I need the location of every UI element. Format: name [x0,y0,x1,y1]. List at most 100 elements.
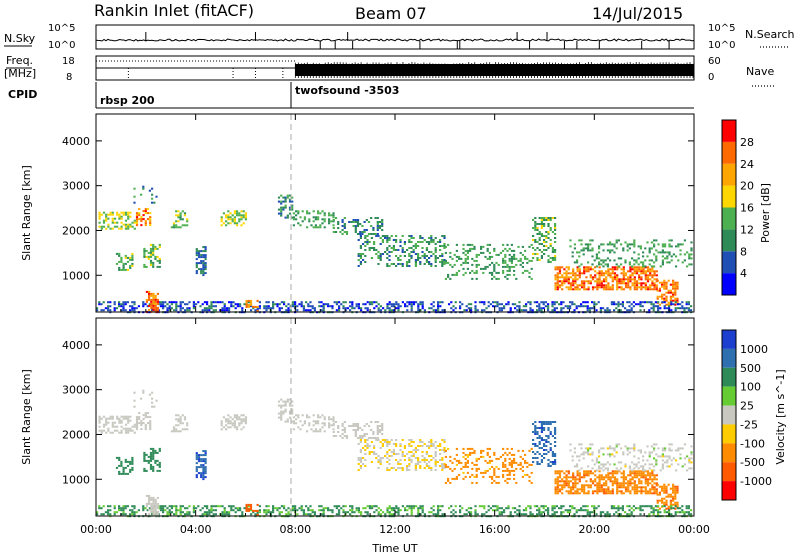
velocity-cell [200,464,203,467]
power-cell [127,227,130,230]
power-cell [444,245,447,248]
power-cell [451,273,454,276]
power-cell [200,272,203,275]
velocity-cell [509,511,512,514]
velocity-cell [295,422,298,425]
power-cell [551,259,554,261]
power-cell [152,245,155,248]
power-cell [195,254,198,257]
velocity-cell [111,421,114,424]
power-cell [421,305,424,308]
power-cell [152,298,155,301]
velocity-cell [602,447,605,450]
power-cell [140,216,143,219]
velocity-cell [118,470,121,473]
velocity-cell [131,462,134,465]
power-cell [462,267,465,270]
power-cell [140,220,143,223]
power-cell [361,233,364,235]
velocity-cell [356,437,360,439]
velocity-cell [311,509,314,512]
power-cell [300,301,303,304]
velocity-cell [229,422,232,425]
power-cell [506,243,509,246]
power-cell [650,265,653,268]
velocity-cell [288,402,292,405]
velocity-cell [377,467,380,469]
velocity-cell [478,505,481,508]
power-cell [166,309,169,312]
velocity-cell [239,507,242,510]
velocity-cell [122,507,125,510]
power-cell [441,255,444,257]
power-cell [223,305,226,308]
power-cell [515,277,518,280]
velocity-cell [596,476,599,479]
power-cell [562,301,565,304]
velocity-cell [412,453,415,455]
power-cell [146,212,150,215]
velocity-cell [573,507,576,510]
power-cell [280,212,283,215]
power-cell [639,245,642,248]
velocity-cell [195,507,198,510]
power-cell [102,221,106,224]
velocity-cell [608,513,611,516]
power-cell [616,288,619,291]
power-cell [434,251,437,253]
power-cell [154,302,157,305]
velocity-cell [640,486,643,489]
power-cell [554,249,557,251]
velocity-cell [564,509,567,512]
power-cell [434,255,437,257]
velocity-cell [152,465,155,468]
power-cell [181,301,184,304]
velocity-cell [225,420,228,423]
power-cell [499,251,502,254]
power-cell [528,271,531,274]
power-cell [282,200,285,203]
power-cell [323,212,326,215]
power-cell [386,263,389,265]
power-cell [102,219,106,222]
velocity-cell [366,447,369,449]
power-cell [233,210,236,213]
velocity-cell [477,457,480,460]
power-cell [529,303,532,306]
velocity-cell [434,455,437,457]
velocity-cell [210,507,213,510]
velocity-cell [375,509,378,512]
power-cell [363,221,366,223]
power-cell [661,259,664,262]
power-cell [690,247,693,250]
velocity-cell [598,490,601,493]
velocity-cell [364,459,367,461]
power-colorbar-swatch [722,141,736,164]
power-cell [567,280,570,283]
power-cell [102,309,105,312]
power-cell [277,208,281,211]
velocity-cell [100,513,103,516]
velocity-cell [649,478,652,481]
velocity-cell [242,418,245,421]
velocity-cell [107,513,110,516]
velocity-cell [392,449,395,451]
velocity-cell [462,477,465,480]
power-cell [148,296,151,299]
power-cell [610,301,613,304]
velocity-cell [197,458,201,461]
velocity-cell [339,435,342,437]
velocity-cell [462,471,465,474]
velocity-cell [582,451,585,454]
power-cell [306,212,309,215]
velocity-cell [609,478,612,481]
velocity-cell [344,505,347,508]
power-cell [624,286,628,289]
velocity-cell [631,478,634,481]
power-cell [444,251,447,254]
velocity-cell [120,509,123,512]
power-cell [351,303,354,306]
velocity-cell [238,422,241,425]
velocity-cell [412,441,415,443]
velocity-cell [295,414,298,417]
